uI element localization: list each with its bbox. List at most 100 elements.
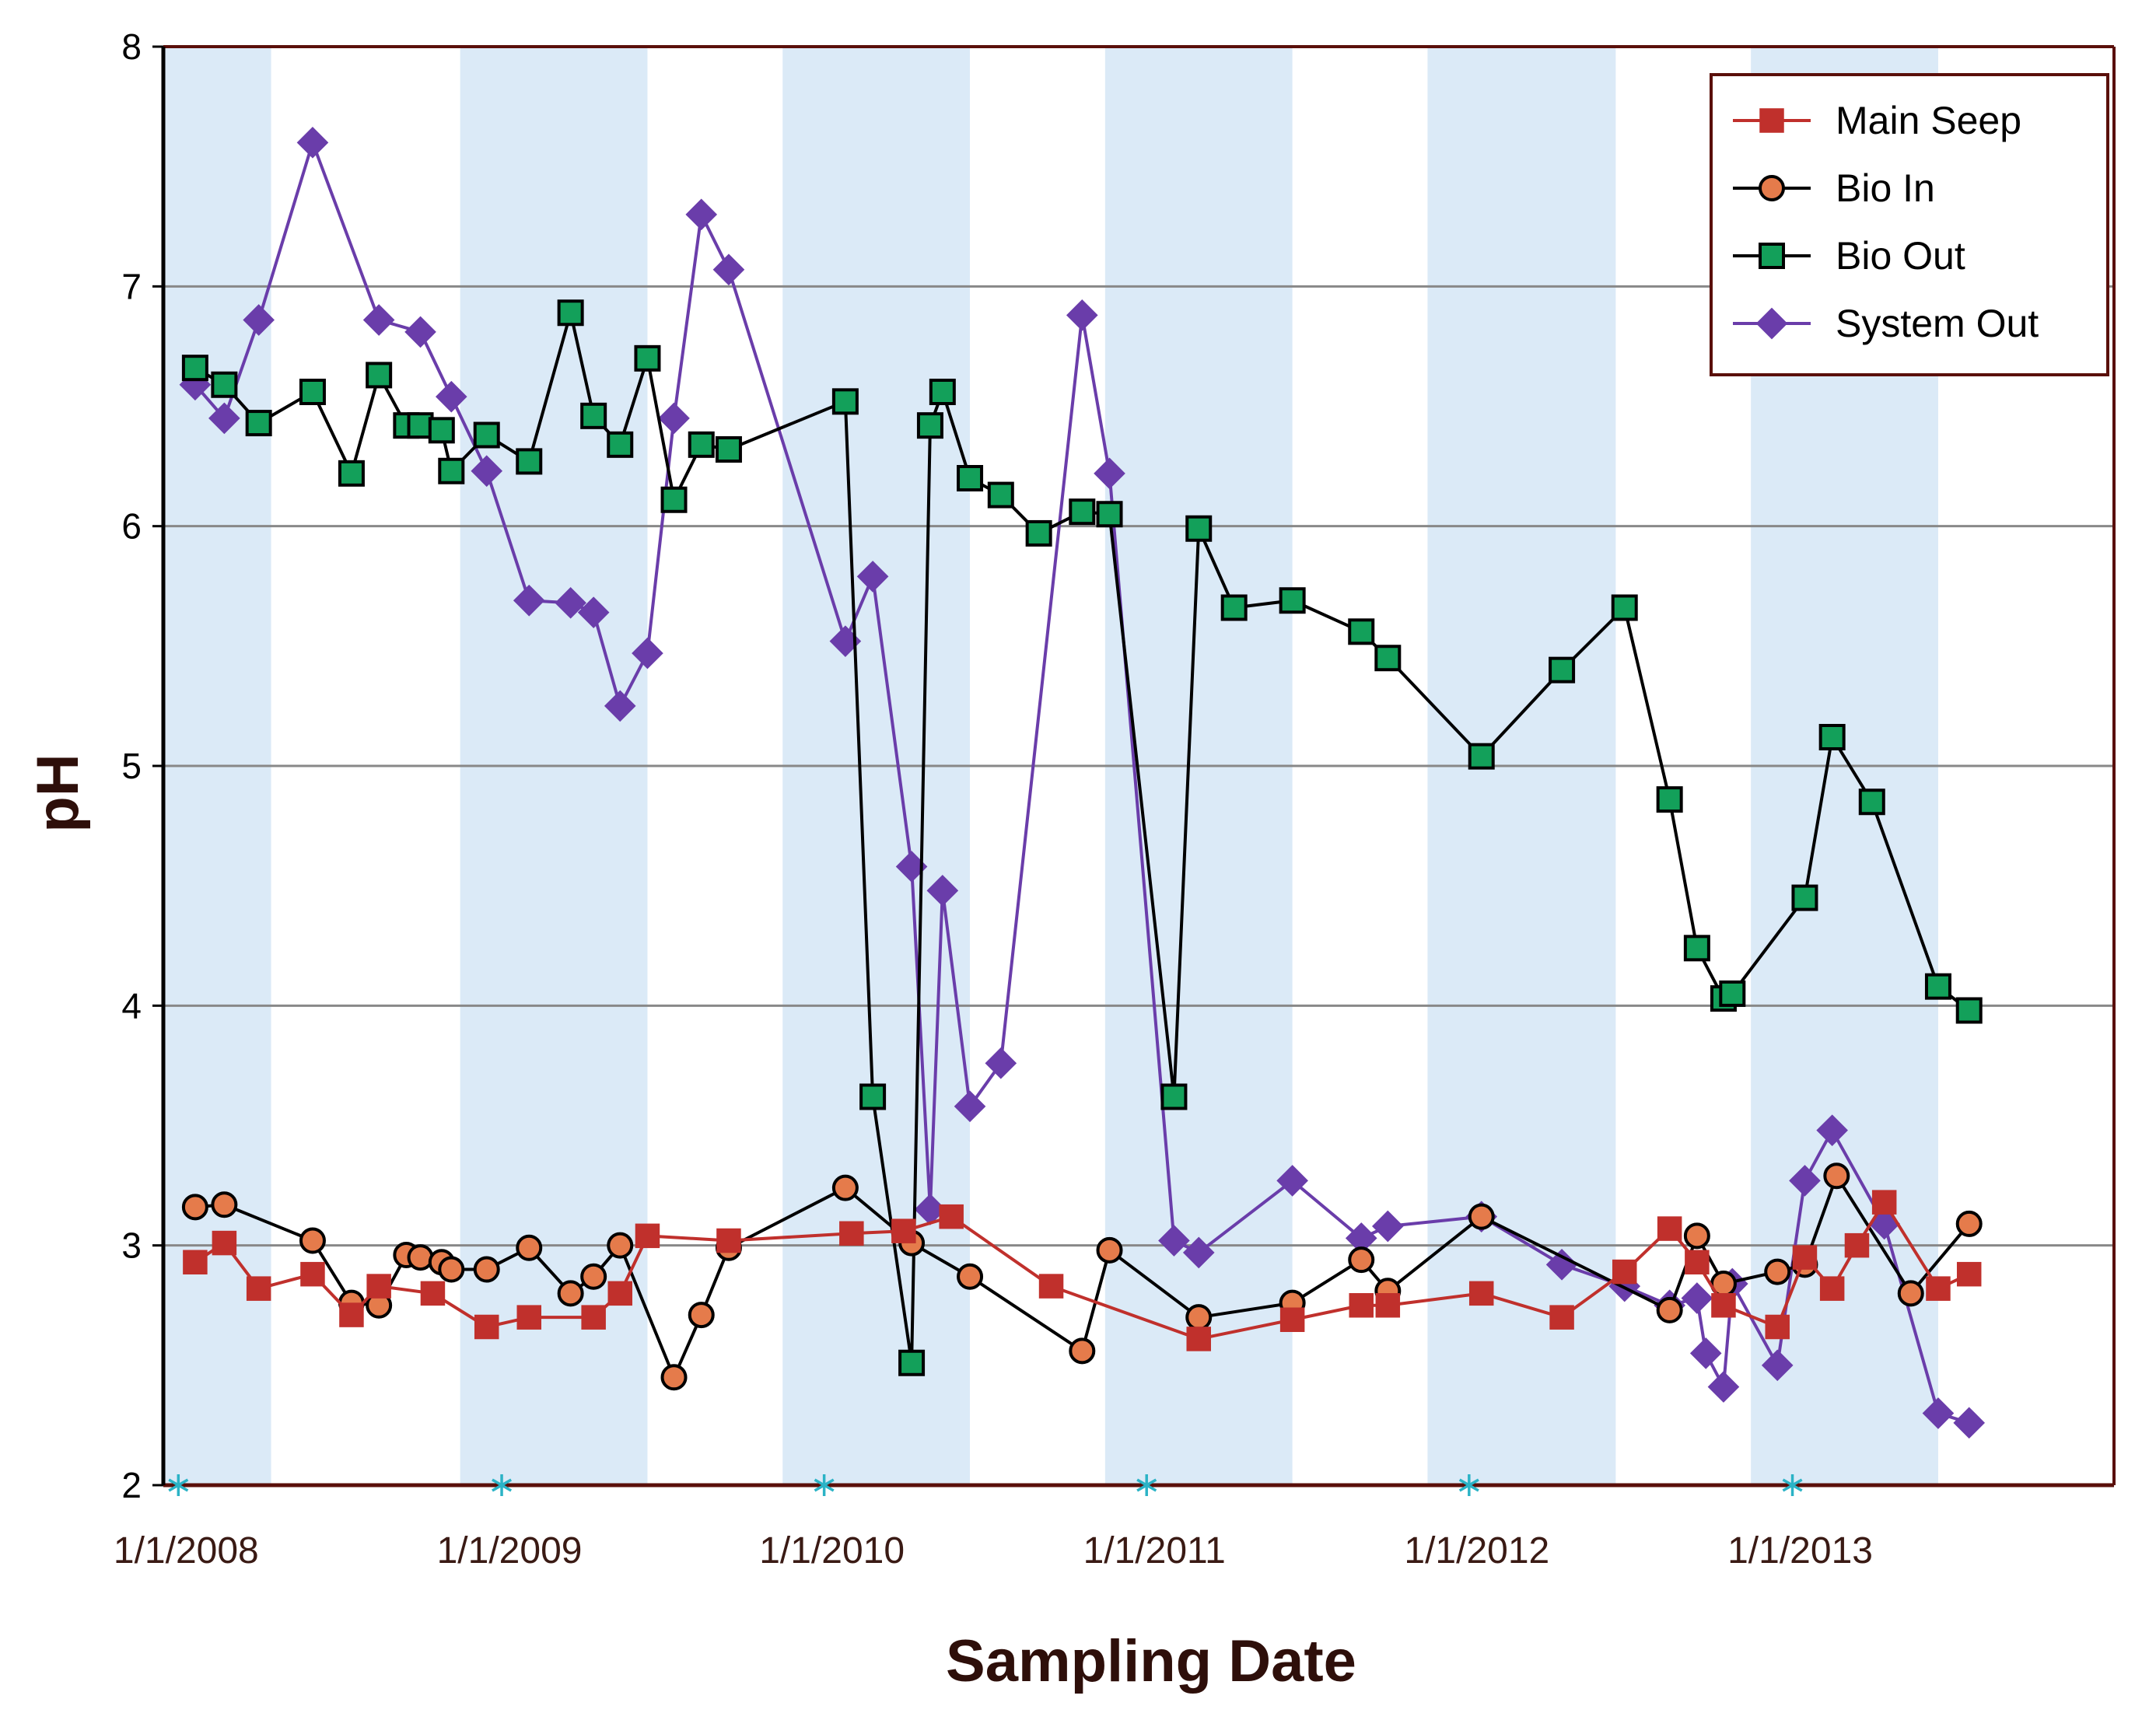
series-main-seep bbox=[183, 1190, 1982, 1351]
data-point-main-seep bbox=[1468, 1281, 1494, 1306]
legend-marker-system-out bbox=[1755, 307, 1788, 340]
data-point-system-out bbox=[1372, 1210, 1404, 1243]
axes: 2 3 4 5 6 7 8 1/1/2008 1/1/2009 1/1/2010 1/1/2011 1… bbox=[114, 26, 2116, 1571]
data-point-system-out bbox=[513, 584, 545, 617]
data-point-bio-out bbox=[1611, 594, 1638, 621]
data-point-bio-out bbox=[299, 379, 326, 405]
data-point-main-seep bbox=[1279, 1307, 1305, 1332]
data-point-system-out bbox=[1182, 1236, 1215, 1269]
data-point-system-out bbox=[712, 253, 745, 286]
data-point-bio-in bbox=[660, 1364, 688, 1391]
data-point-main-seep bbox=[474, 1314, 499, 1340]
x-tick-marker bbox=[168, 1474, 189, 1496]
data-point-main-seep bbox=[607, 1281, 632, 1306]
data-point-bio-out bbox=[1955, 997, 1983, 1024]
data-point-system-out bbox=[604, 690, 636, 722]
x-axis-title: Sampling Date bbox=[946, 1628, 1356, 1694]
data-point-system-out bbox=[1922, 1397, 1955, 1429]
data-point-system-out bbox=[1789, 1165, 1821, 1197]
legend-marker-main-seep bbox=[1759, 108, 1784, 133]
data-point-main-seep bbox=[1765, 1314, 1790, 1340]
x-tick-marker bbox=[1136, 1474, 1157, 1496]
data-point-main-seep bbox=[246, 1276, 271, 1301]
data-point-bio-out bbox=[366, 362, 393, 389]
data-point-bio-out bbox=[211, 371, 238, 398]
data-point-bio-out bbox=[1468, 743, 1495, 770]
legend: Main Seep Bio In Bio Out System Out bbox=[1710, 73, 2109, 376]
x-tick-label: 1/1/2011 bbox=[1083, 1530, 1226, 1571]
data-point-bio-out bbox=[557, 299, 584, 327]
legend-marker-bio-in bbox=[1759, 175, 1785, 201]
y-tick-label: 4 bbox=[121, 985, 142, 1026]
data-point-bio-out bbox=[715, 436, 742, 463]
data-point-bio-out bbox=[634, 344, 661, 372]
data-point-bio-out bbox=[1858, 788, 1885, 816]
data-point-bio-in bbox=[1468, 1203, 1495, 1230]
y-tick-label: 3 bbox=[121, 1225, 142, 1266]
data-point-bio-in bbox=[1348, 1246, 1375, 1274]
data-point-system-out bbox=[1953, 1407, 1986, 1439]
data-point-main-seep bbox=[1549, 1305, 1574, 1330]
x-tick-label: 1/1/2013 bbox=[1727, 1530, 1873, 1571]
data-point-bio-in bbox=[1897, 1280, 1924, 1307]
data-point-system-out bbox=[1681, 1282, 1713, 1314]
data-point-main-seep bbox=[420, 1281, 446, 1306]
data-point-bio-out bbox=[1818, 724, 1846, 750]
data-point-system-out bbox=[1707, 1371, 1740, 1403]
data-point-system-out bbox=[471, 455, 503, 488]
data-point-bio-out bbox=[428, 417, 455, 444]
data-point-system-out bbox=[1761, 1349, 1794, 1382]
data-point-system-out bbox=[208, 402, 240, 435]
data-point-bio-in bbox=[516, 1234, 543, 1261]
legend-item-main-seep: Main Seep bbox=[1733, 99, 2021, 142]
legend-label-bio-out: Bio Out bbox=[1836, 234, 1965, 278]
data-point-bio-out bbox=[1096, 501, 1123, 528]
data-point-main-seep bbox=[1657, 1216, 1682, 1241]
legend-label-main-seep: Main Seep bbox=[1836, 99, 2021, 142]
data-point-bio-in bbox=[1069, 1337, 1096, 1365]
data-point-bio-in bbox=[299, 1227, 326, 1254]
legend-item-bio-out: Bio Out bbox=[1733, 234, 1965, 278]
data-point-bio-out bbox=[957, 465, 984, 491]
data-point-system-out bbox=[1689, 1337, 1722, 1369]
x-tick-marker bbox=[1782, 1474, 1803, 1496]
data-point-bio-out bbox=[916, 412, 943, 439]
data-point-bio-in bbox=[957, 1263, 984, 1290]
data-point-bio-out bbox=[688, 431, 715, 458]
data-point-bio-out bbox=[516, 448, 543, 475]
data-point-bio-in bbox=[438, 1256, 465, 1283]
data-point-bio-out bbox=[1185, 515, 1213, 542]
data-point-bio-out bbox=[1069, 498, 1096, 526]
data-point-system-out bbox=[926, 875, 959, 907]
y-tick-label: 6 bbox=[121, 506, 142, 547]
data-point-main-seep bbox=[1612, 1259, 1637, 1285]
data-point-bio-out bbox=[1791, 884, 1818, 911]
data-point-bio-in bbox=[1185, 1304, 1213, 1331]
x-tick-label: 1/1/2008 bbox=[114, 1530, 259, 1571]
data-point-system-out bbox=[296, 127, 329, 159]
data-point-system-out bbox=[1094, 457, 1125, 490]
data-point-system-out bbox=[404, 316, 436, 348]
data-point-system-out bbox=[1545, 1249, 1578, 1281]
x-tick-star-stroke bbox=[1458, 1478, 1479, 1492]
x-tick-marker bbox=[1458, 1474, 1479, 1496]
x-tick-star-stroke bbox=[1782, 1478, 1803, 1492]
x-tick-label: 1/1/2010 bbox=[759, 1530, 905, 1571]
data-point-main-seep bbox=[581, 1305, 606, 1330]
data-point-bio-out bbox=[1719, 980, 1746, 1007]
data-point-main-seep bbox=[366, 1274, 391, 1299]
data-point-bio-out bbox=[1924, 973, 1951, 1000]
y-axis-title: pH bbox=[25, 753, 91, 832]
series-line-main-seep bbox=[194, 1201, 1970, 1341]
data-point-main-seep bbox=[1186, 1327, 1211, 1351]
data-point-bio-out bbox=[1220, 594, 1248, 621]
data-point-bio-out bbox=[1348, 618, 1375, 645]
data-point-bio-in bbox=[1683, 1222, 1710, 1250]
data-point-system-out bbox=[1816, 1114, 1848, 1146]
x-tick-star-stroke bbox=[1136, 1478, 1157, 1492]
data-point-bio-out bbox=[987, 481, 1014, 509]
series-system-out bbox=[179, 127, 1986, 1439]
data-point-bio-out bbox=[1656, 786, 1683, 813]
data-point-main-seep bbox=[1871, 1190, 1897, 1215]
